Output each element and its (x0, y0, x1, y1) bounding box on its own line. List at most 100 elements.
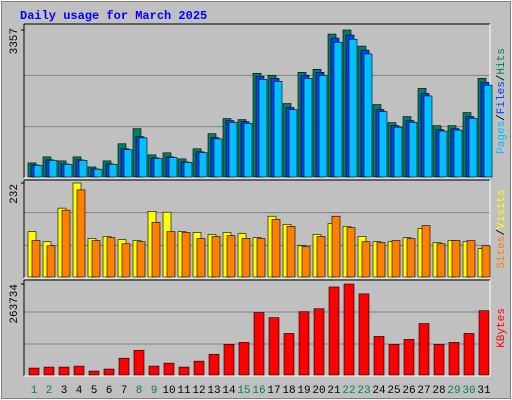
x-tick-label: 20 (312, 385, 325, 397)
x-tick-label: 29 (447, 385, 460, 397)
legend-entry: Sites (496, 236, 508, 269)
bar (328, 286, 340, 376)
x-tick-label: 28 (432, 385, 445, 397)
bar (228, 122, 238, 178)
x-tick-label: 25 (387, 385, 400, 397)
bar (298, 311, 310, 376)
bar (343, 283, 355, 376)
bar (483, 84, 493, 178)
bar (103, 368, 115, 376)
bar (183, 162, 193, 178)
bar (193, 360, 205, 376)
bar (91, 240, 101, 278)
x-tick-label: 2 (46, 385, 53, 397)
x-tick-label: 27 (417, 385, 430, 397)
bar (468, 118, 478, 178)
x-tick-label: 10 (162, 385, 175, 397)
x-tick-label: 11 (177, 385, 191, 397)
bar (466, 240, 476, 278)
legend: KBytes (496, 308, 508, 348)
bar (48, 160, 58, 178)
bar (451, 240, 461, 278)
bar (213, 138, 223, 178)
y-max-label: 3357 (9, 28, 21, 54)
bar (423, 95, 433, 178)
bar (378, 111, 388, 178)
bar (273, 81, 283, 178)
bar (421, 225, 431, 278)
bar (73, 365, 85, 376)
bar (453, 129, 463, 178)
bar (268, 317, 280, 376)
bar (438, 130, 448, 178)
bar (178, 366, 190, 376)
bar (286, 226, 296, 278)
bar (46, 245, 56, 278)
x-tick-label: 23 (357, 385, 370, 397)
bar (196, 238, 206, 278)
bar (436, 243, 446, 278)
bar (406, 238, 416, 278)
bar (373, 336, 385, 376)
x-tick-label: 8 (136, 385, 143, 397)
bar (58, 366, 70, 376)
bar (31, 240, 41, 278)
x-tick-label: 30 (462, 385, 475, 397)
x-tick-label: 17 (267, 385, 280, 397)
x-tick-label: 18 (282, 385, 295, 397)
x-tick-label: 24 (372, 385, 386, 397)
bar (93, 168, 103, 178)
x-tick-label: 3 (61, 385, 68, 397)
bar (361, 241, 371, 278)
bar (283, 333, 295, 376)
bar (166, 231, 176, 278)
bar (258, 79, 268, 178)
legend: Pages/Files/Hits (496, 48, 508, 154)
bar (288, 109, 298, 178)
x-tick-label: 4 (76, 385, 83, 397)
legend-entry: Hits (496, 48, 508, 74)
bar (313, 308, 325, 376)
x-tick-label: 1 (31, 385, 38, 397)
x-tick-label: 5 (91, 385, 98, 397)
legend-entry: KBytes (496, 308, 508, 348)
bar (123, 149, 133, 178)
legend-entry: Pages (496, 121, 508, 154)
bar (211, 236, 221, 278)
bar (358, 293, 370, 376)
legend-entry: Visits (496, 189, 508, 229)
x-tick-label: 9 (151, 385, 158, 397)
bar (61, 209, 71, 278)
bar (108, 164, 118, 178)
legend-separator: / (496, 229, 508, 236)
bar (448, 342, 460, 376)
bar (106, 237, 116, 278)
x-tick-label: 21 (327, 385, 341, 397)
bar (168, 157, 178, 178)
bar (403, 339, 415, 376)
bar (138, 137, 148, 178)
bar (391, 240, 401, 278)
bar (376, 242, 386, 278)
bar (433, 344, 445, 376)
y-max-label: 232 (9, 184, 21, 204)
bar (78, 160, 88, 178)
bar (148, 365, 160, 376)
bar (136, 241, 146, 278)
bar (76, 189, 86, 278)
bar (408, 122, 418, 178)
bar (208, 353, 220, 376)
bar (133, 349, 145, 376)
bar (151, 222, 161, 278)
bar (348, 38, 358, 178)
x-tick-label: 15 (237, 385, 250, 397)
bar (163, 362, 175, 376)
x-tick-label: 6 (106, 385, 113, 397)
bar (121, 243, 131, 278)
bar (238, 342, 250, 376)
bar (393, 126, 403, 178)
x-tick-label: 26 (402, 385, 415, 397)
bar (346, 227, 356, 278)
